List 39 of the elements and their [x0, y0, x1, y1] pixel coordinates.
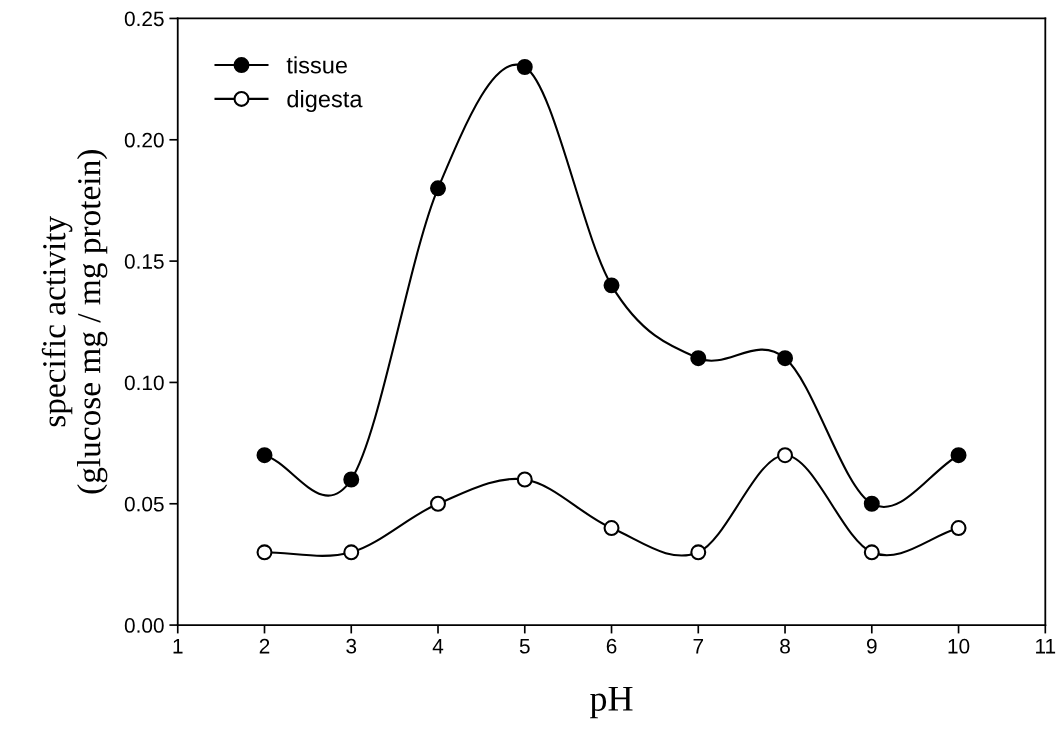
point [430, 495, 446, 512]
x-tick-label: 7 [693, 639, 704, 654]
point [603, 520, 620, 537]
point [430, 180, 446, 197]
point [256, 544, 273, 561]
y-axis-title: specific activity (glucose mg / mg protein) [41, 150, 108, 494]
x-tick-label: 5 [519, 639, 530, 654]
x-tick-label: 3 [346, 638, 357, 654]
point [256, 447, 273, 464]
y-tick-label: 0.15 [124, 254, 164, 269]
point [343, 544, 360, 561]
x-tick-label: 4 [432, 639, 444, 654]
point [690, 350, 707, 367]
point [863, 495, 880, 512]
legend-label: digesta [287, 90, 363, 113]
point [690, 544, 707, 561]
legend-label: tissue [286, 56, 347, 74]
point [516, 471, 533, 488]
point [863, 544, 880, 561]
x-axis-title: pH [590, 686, 633, 719]
point [343, 471, 360, 488]
y-tick-label: 0.25 [124, 11, 164, 27]
x-tick-label: 9 [866, 638, 877, 654]
point [950, 447, 967, 464]
point [777, 447, 794, 464]
point [603, 277, 620, 294]
x-tick-label: 1 [173, 639, 183, 654]
point [777, 350, 794, 367]
y-tick-label: 0.10 [124, 375, 164, 391]
point [950, 520, 967, 537]
x-tick-label: 11 [1036, 639, 1056, 654]
y-tick-label: 0.20 [124, 132, 164, 148]
x-tick-label: 10 [948, 638, 970, 654]
y-tick-label: 0.05 [124, 496, 164, 512]
x-tick-label: 2 [259, 638, 270, 654]
y-tick-label: 0.00 [124, 618, 164, 633]
x-tick-label: 8 [780, 638, 790, 654]
point [516, 59, 533, 75]
x-tick-label: 6 [606, 638, 617, 654]
